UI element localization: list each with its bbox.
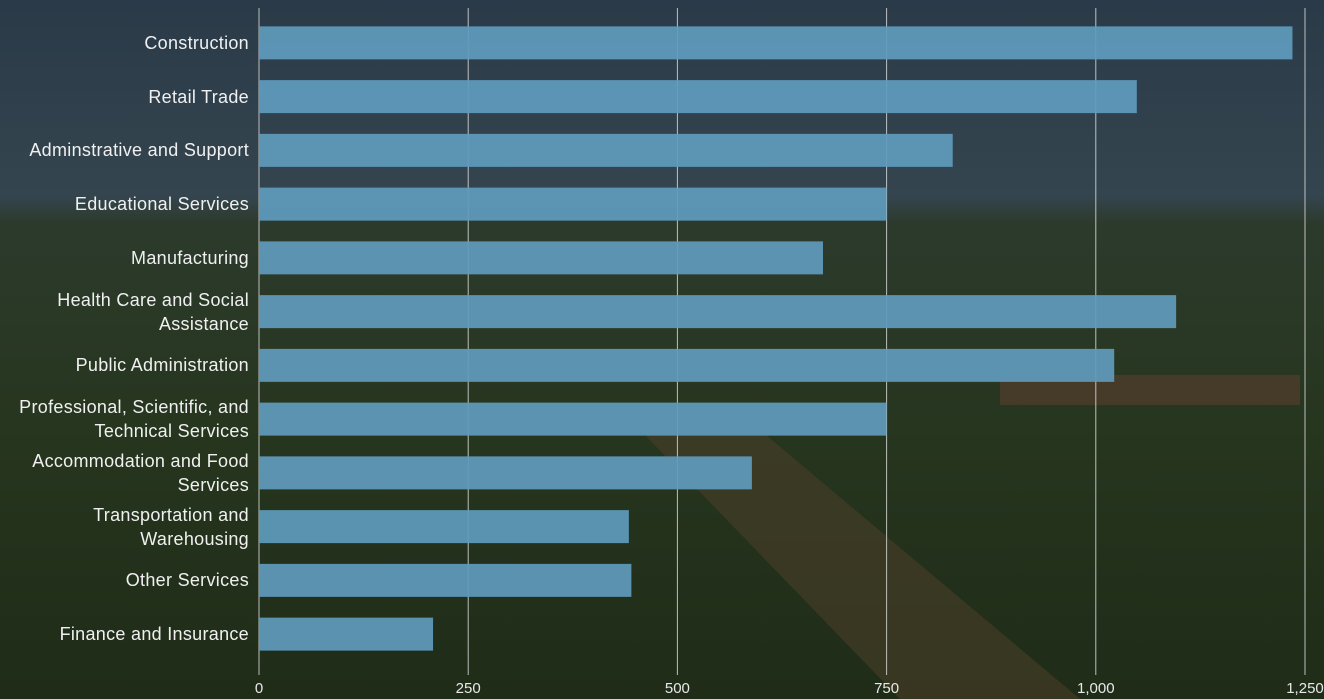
bar [259,80,1137,114]
y-tick-label: Educational Services [74,194,249,215]
x-tick-label: 1,000 [1077,680,1115,697]
x-tick-label: 500 [665,680,690,697]
x-tick-label: 750 [874,680,899,697]
bar [259,133,953,167]
y-tick-label: Professional, Scientific, and Technical … [19,397,249,442]
bar [259,26,1293,60]
y-tick-label: Public Administration [75,355,249,376]
bar [259,187,887,221]
x-tick-label: 0 [255,680,263,697]
bar [259,241,824,275]
y-tick-label: Retail Trade [148,86,249,107]
y-tick-label: Health Care and Social Assistance [57,289,249,334]
y-tick-label: Construction [144,32,249,53]
background-road [640,430,1080,699]
bar [259,456,752,490]
bar [259,510,629,544]
y-tick-label: Adminstrative and Support [29,140,249,161]
bar [259,295,1177,329]
y-tick-label: Accommodation and Food Services [32,450,249,495]
y-tick-label: Finance and Insurance [59,624,249,645]
x-tick-label: 250 [456,680,481,697]
y-tick-label: Manufacturing [131,247,249,268]
bar [259,563,632,597]
x-tick-label: 1,250 [1286,680,1324,697]
bar [259,348,1115,382]
bar [259,617,434,651]
bar [259,402,887,436]
y-tick-label: Other Services [125,570,249,591]
y-tick-label: Transportation and Warehousing [93,504,249,549]
